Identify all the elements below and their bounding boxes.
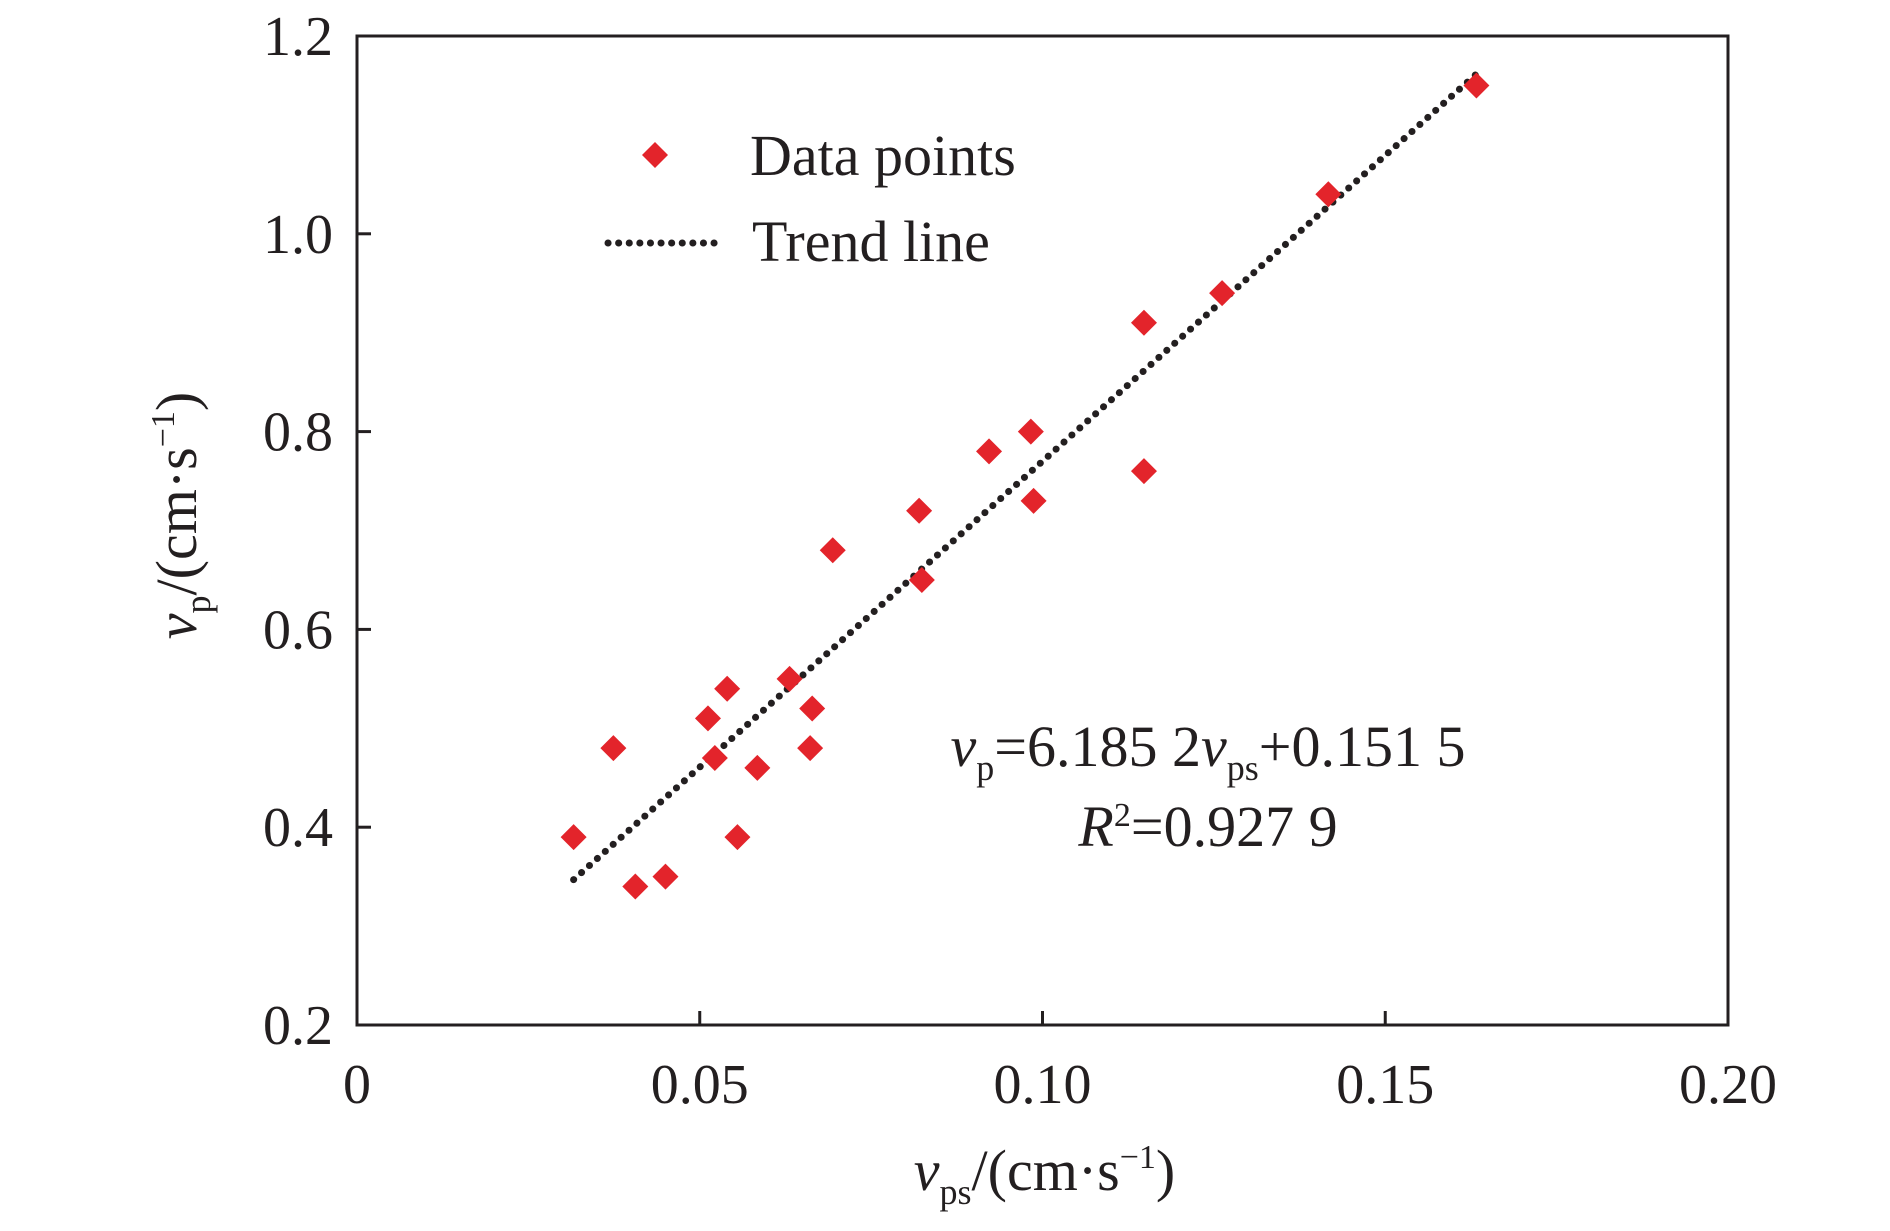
y-axis-subscript: p [178, 595, 218, 613]
y-axis-title: vp/(cm·s−1) [144, 392, 218, 639]
data-point [1130, 458, 1157, 485]
data-point [714, 675, 741, 702]
data-point [1463, 72, 1490, 99]
x-axis-unit-close: ) [1156, 1138, 1175, 1203]
axis-ticks: 0 0.05 0.10 0.15 0.20 0.2 0.4 0.6 0.8 1.0 1.2 [263, 6, 1777, 1116]
x-tick-label: 0 [343, 1054, 371, 1116]
y-axis-unit-open: /(cm·s [144, 447, 209, 595]
legend-label-trend-line: Trend line [752, 209, 990, 274]
y-tick-label: 0.6 [263, 599, 333, 661]
data-point [908, 566, 935, 593]
data-point [1020, 487, 1047, 514]
y-tick-label: 0.8 [263, 402, 333, 464]
x-tick-label: 0.05 [651, 1054, 749, 1116]
y-axis-symbol: v [144, 613, 209, 639]
y-tick-label: 0.2 [263, 995, 333, 1057]
y-tick-label: 1.2 [263, 6, 333, 68]
legend: Data points Trend line [604, 123, 1016, 274]
y-axis-unit-close: ) [144, 392, 209, 411]
y-axis-unit-superscript: −1 [145, 411, 182, 447]
data-point [1017, 418, 1044, 445]
trend-line-group [570, 70, 1480, 884]
data-point [744, 754, 771, 781]
data-point [797, 735, 824, 762]
x-axis-symbol: v [914, 1138, 940, 1203]
data-point [622, 873, 649, 900]
data-point [1130, 309, 1157, 336]
data-point [906, 497, 933, 524]
x-axis-unit-open: /(cm·s [972, 1138, 1120, 1203]
data-point [724, 824, 751, 851]
data-point [976, 438, 1003, 465]
eq-lhs: v [951, 714, 977, 779]
x-tick-label: 0.10 [994, 1054, 1092, 1116]
data-point [1315, 181, 1342, 208]
data-point [560, 824, 587, 851]
data-point [776, 665, 803, 692]
data-points-group [560, 72, 1490, 900]
legend-label-data-points: Data points [750, 123, 1016, 188]
r2-rhs: =0.927 9 [1131, 794, 1338, 859]
legend-diamond-marker [642, 142, 668, 168]
trend-line [570, 70, 1480, 884]
y-tick-label: 0.4 [263, 797, 333, 859]
r-squared-value: R2=0.927 9 [1077, 794, 1337, 859]
eq-var-subscript: ps [1227, 748, 1259, 788]
data-point [799, 695, 826, 722]
data-point [600, 735, 627, 762]
r2-superscript: 2 [1114, 797, 1131, 834]
x-axis-unit-superscript: −1 [1120, 1139, 1156, 1176]
eq-lhs-subscript: p [976, 748, 994, 788]
data-point [819, 537, 846, 564]
x-tick-label: 0.15 [1336, 1054, 1434, 1116]
x-tick-label: 0.20 [1679, 1054, 1777, 1116]
regression-equation: vp=6.185 2vps+0.151 5 [951, 714, 1466, 788]
plot-frame [355, 34, 1730, 1027]
r2-symbol: R [1077, 794, 1113, 859]
eq-rhs: +0.151 5 [1259, 714, 1466, 779]
data-point [1209, 280, 1236, 307]
data-point [701, 744, 728, 771]
data-point [652, 863, 679, 890]
data-point [694, 705, 721, 732]
y-tick-label: 1.0 [263, 204, 333, 266]
x-axis-subscript: ps [940, 1172, 972, 1212]
eq-mid: =6.185 2 [994, 714, 1201, 779]
x-axis-title: vps/(cm·s−1) [914, 1138, 1175, 1212]
eq-var: v [1201, 714, 1227, 779]
